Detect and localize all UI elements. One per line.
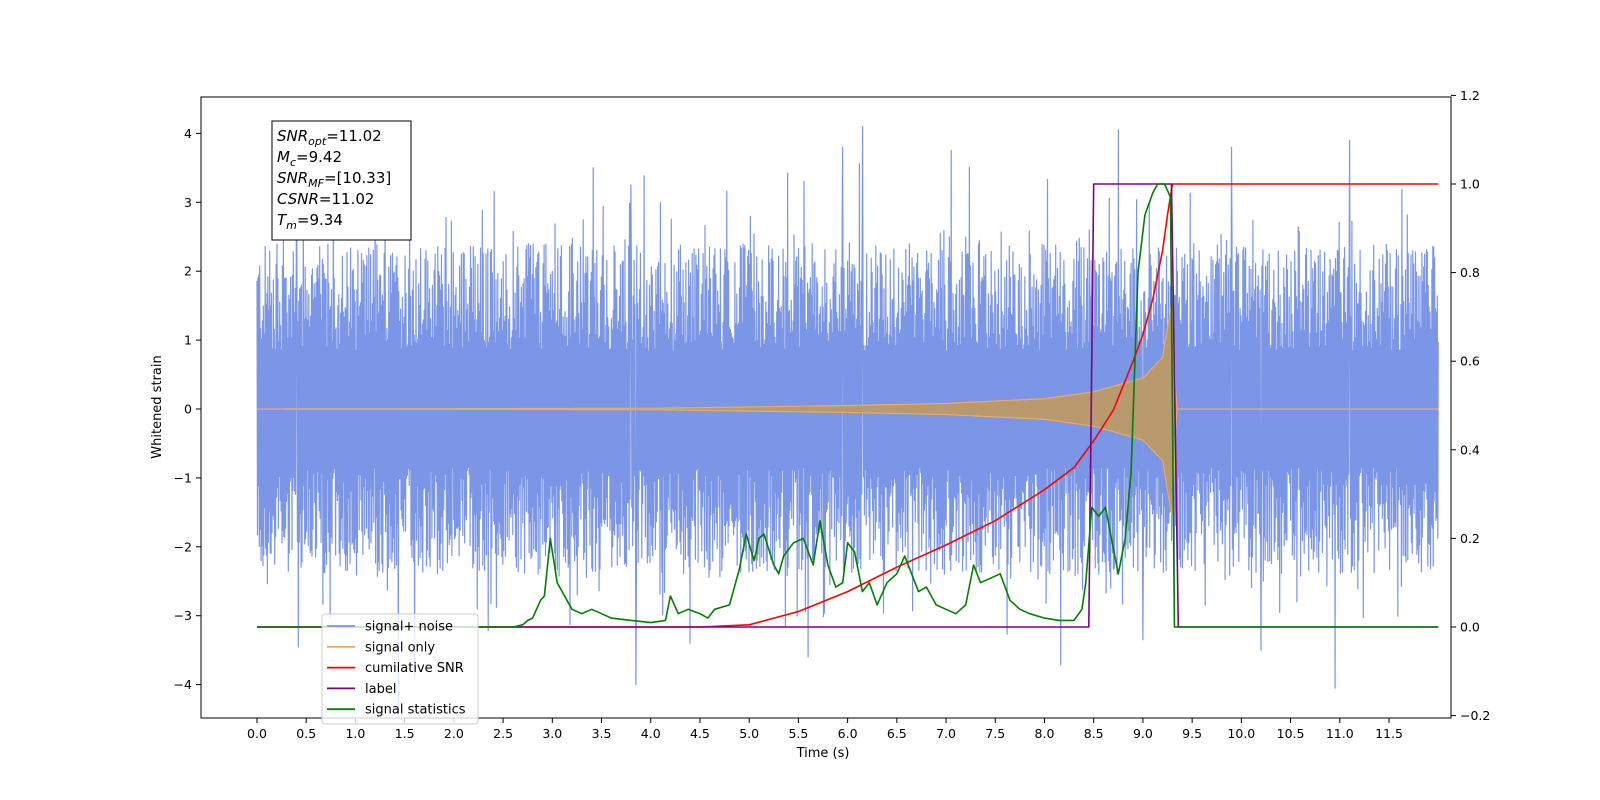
annotation-subscript: m bbox=[286, 219, 297, 232]
y-tick-label: −2 bbox=[174, 539, 192, 554]
annotation-symbol: T bbox=[277, 211, 288, 229]
x-tick-label: 6.5 bbox=[887, 726, 907, 741]
x-tick-label: 1.0 bbox=[345, 726, 365, 741]
signal-statistics-line bbox=[257, 183, 1439, 628]
y-tick-label: 4 bbox=[184, 126, 192, 141]
x-axis-label: Time (s) bbox=[796, 746, 850, 761]
annotation-value: =11.02 bbox=[326, 127, 382, 145]
legend-label: signal+ noise bbox=[365, 620, 453, 635]
x-tick-label: 1.5 bbox=[395, 726, 415, 741]
x-tick-label: 0.5 bbox=[296, 726, 316, 741]
y-tick-label: 1 bbox=[184, 333, 192, 348]
x-tick-label: 7.0 bbox=[936, 726, 956, 741]
legend-frame bbox=[321, 613, 479, 725]
x-tick-label: 9.0 bbox=[1133, 726, 1153, 741]
annotation-subscript: opt bbox=[308, 135, 327, 148]
x-tick-label: 3.5 bbox=[592, 726, 612, 741]
x-tick-label: 11.0 bbox=[1326, 726, 1354, 741]
legend-label: cumilative SNR bbox=[365, 661, 464, 676]
x-tick-label: 0.0 bbox=[247, 726, 267, 741]
y-tick-label: 2 bbox=[184, 264, 192, 279]
signal-only-line bbox=[257, 302, 1439, 516]
y-axis-label: Whitened strain bbox=[150, 355, 165, 458]
legend-label: label bbox=[365, 682, 396, 697]
y-tick-label: −1 bbox=[174, 470, 192, 485]
y-axis-right: 1.2 1.0 0.8 0.6 0.4 0.2 0.0 −0.2 bbox=[1451, 88, 1490, 723]
annotation-line: CSNR=11.02 bbox=[277, 190, 374, 208]
annotation-value: =11.02 bbox=[319, 190, 375, 208]
annotation-line: Tm=9.34 bbox=[277, 211, 343, 232]
y2-tick-label: 0.6 bbox=[1460, 354, 1480, 369]
x-axis: 0.0 0.5 1.0 1.5 2.0 2.5 3.0 3.5 4.0 4.5 5.0 5.5 6.0 6… bbox=[247, 718, 1403, 741]
y2-tick-label: 0.8 bbox=[1460, 265, 1480, 280]
x-tick-label: 4.0 bbox=[641, 726, 661, 741]
annotation-subscript: c bbox=[290, 156, 296, 169]
cumulative-snr-line bbox=[257, 183, 1439, 628]
y-tick-label: 3 bbox=[184, 195, 192, 210]
x-tick-label: 8.0 bbox=[1035, 726, 1055, 741]
y-axis-left: 4 3 2 1 0 −1 −2 −3 −4 bbox=[174, 126, 201, 692]
annotation-value: =[10.33] bbox=[324, 169, 391, 187]
legend-label: signal statistics bbox=[365, 703, 466, 718]
x-tick-label: 8.5 bbox=[1084, 726, 1104, 741]
annotation-symbol: SNR bbox=[277, 127, 308, 145]
annotation-symbol: SNR bbox=[277, 169, 308, 187]
annotation-subscript: MF bbox=[308, 177, 324, 190]
annotation-line: SNRopt=11.02 bbox=[277, 127, 382, 148]
y2-tick-label: 0.2 bbox=[1460, 531, 1480, 546]
x-tick-label: 10.5 bbox=[1277, 726, 1305, 741]
annotation-value: =9.42 bbox=[296, 148, 342, 166]
x-tick-label: 6.0 bbox=[838, 726, 858, 741]
annotation-value: =9.34 bbox=[297, 211, 343, 229]
y2-tick-label: −0.2 bbox=[1460, 708, 1490, 723]
legend-label: signal only bbox=[365, 640, 435, 655]
signal-noise-line bbox=[256, 125, 1439, 718]
legend: signal+ noise signal only cumilative SNR la… bbox=[321, 613, 479, 725]
x-tick-label: 3.0 bbox=[542, 726, 562, 741]
x-tick-label: 10.0 bbox=[1227, 726, 1255, 741]
stats-annotation-box: SNRopt=11.02Mc=9.42SNRMF=[10.33]CSNR=11.… bbox=[271, 120, 412, 241]
y-tick-label: −4 bbox=[174, 677, 192, 692]
x-tick-label: 5.5 bbox=[788, 726, 808, 741]
annotation-symbol: M bbox=[277, 148, 290, 166]
y2-tick-label: 0.4 bbox=[1460, 442, 1480, 457]
x-tick-label: 9.5 bbox=[1182, 726, 1202, 741]
y-tick-label: −3 bbox=[174, 608, 192, 623]
x-tick-label: 4.5 bbox=[690, 726, 710, 741]
y-tick-label: 0 bbox=[184, 402, 192, 417]
annotation-line: SNRMF=[10.33] bbox=[277, 169, 391, 190]
y2-tick-label: 0.0 bbox=[1460, 620, 1480, 635]
plot-border bbox=[200, 96, 1452, 719]
annotation-line: Mc=9.42 bbox=[277, 148, 342, 169]
y2-tick-label: 1.2 bbox=[1460, 88, 1480, 103]
x-tick-label: 2.5 bbox=[493, 726, 513, 741]
annotation-symbol: CSNR bbox=[277, 190, 319, 208]
x-tick-label: 7.5 bbox=[985, 726, 1005, 741]
x-tick-label: 11.5 bbox=[1375, 726, 1403, 741]
y2-tick-label: 1.0 bbox=[1460, 177, 1480, 192]
x-tick-label: 2.0 bbox=[444, 726, 464, 741]
series-layer bbox=[256, 125, 1439, 718]
annotation-frame bbox=[271, 120, 412, 241]
x-tick-label: 5.0 bbox=[739, 726, 759, 741]
